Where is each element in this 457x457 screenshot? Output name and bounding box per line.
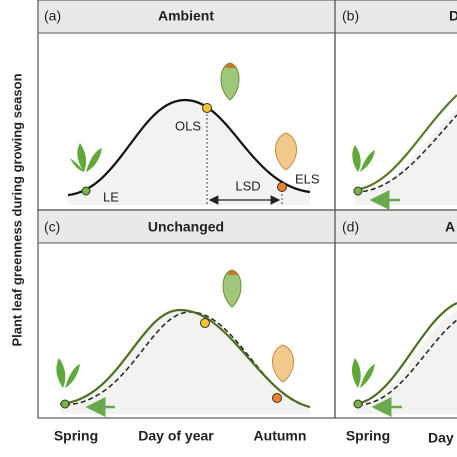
- panel-title: A: [445, 219, 455, 235]
- panel-a-drawing: [67, 62, 311, 205]
- panel-frames: [37, 0, 457, 419]
- y-axis-label: Plant leaf greenness during growing seas…: [9, 73, 24, 346]
- header-strip: [39, 211, 334, 243]
- panel-title: Unchanged: [148, 219, 224, 235]
- point-label: ELS: [295, 171, 320, 186]
- x-axis-label: Autumn: [254, 428, 307, 444]
- panel-title: D: [449, 8, 457, 24]
- panel-title: Ambient: [158, 8, 214, 24]
- header-strip: [39, 1, 334, 33]
- panel-label: (c): [44, 219, 60, 235]
- point-label: OLS: [175, 118, 201, 133]
- point-label: LE: [103, 189, 119, 204]
- header-strip: [336, 211, 457, 243]
- panel-b-drawing: [352, 94, 457, 210]
- panel-label: (b): [342, 8, 359, 24]
- panel-c-drawing: [56, 269, 311, 417]
- x-axis-label: Spring: [346, 428, 390, 444]
- x-axis-label: Spring: [54, 428, 98, 444]
- header-strip: [336, 1, 457, 33]
- panel-label: (a): [44, 8, 61, 24]
- x-axis-label: Day of year: [138, 428, 214, 444]
- x-axis-label: Day: [428, 430, 454, 446]
- panel-label: (d): [342, 219, 359, 235]
- panel-d-drawing: [351, 302, 457, 417]
- point-label: LSD: [235, 178, 260, 193]
